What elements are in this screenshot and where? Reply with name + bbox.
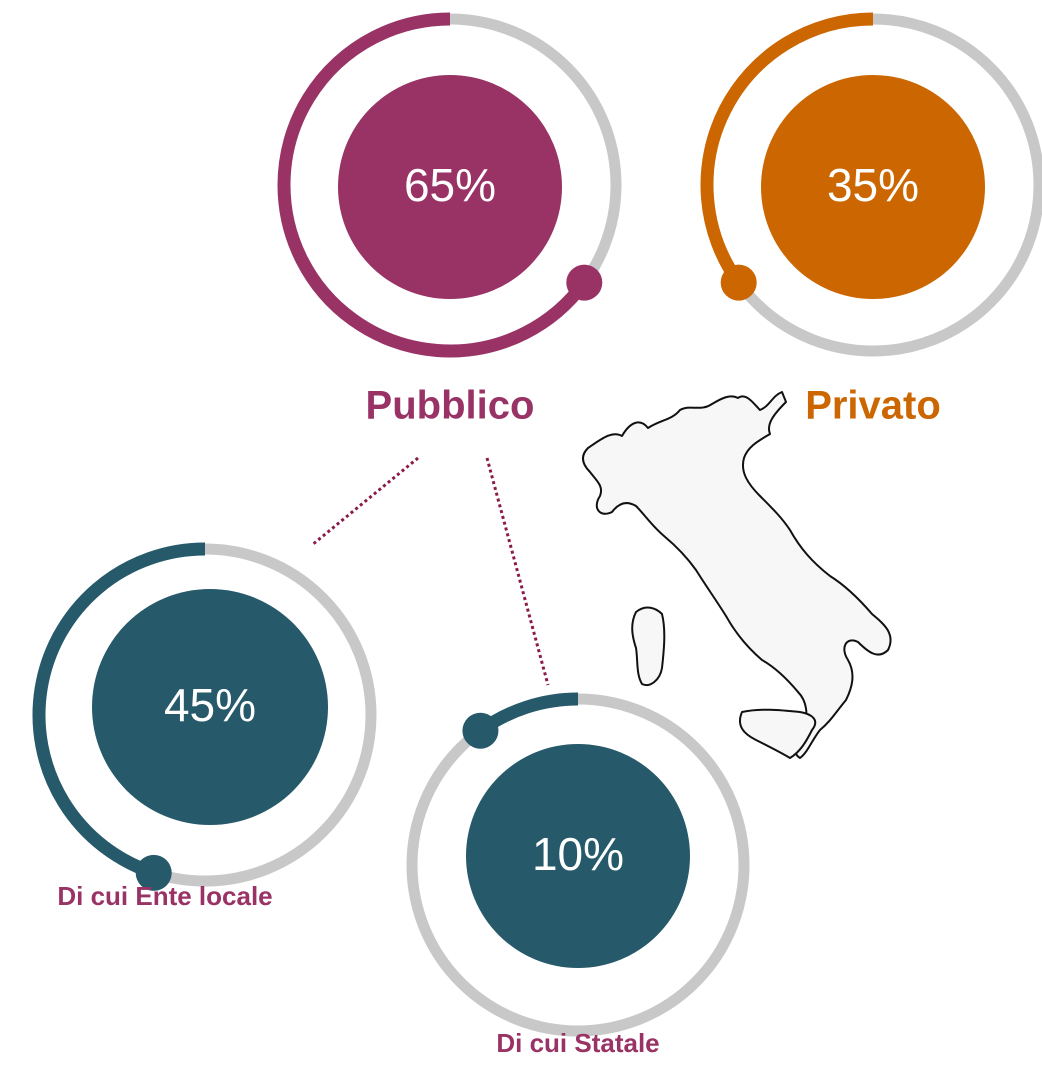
inner-disc [761, 75, 985, 299]
inner-disc [466, 744, 690, 968]
italy-map [582, 391, 892, 759]
ring-title: Di cui Ente locale [57, 881, 272, 911]
ring-title: Pubblico [366, 384, 535, 428]
value-label: 65% [404, 159, 496, 211]
ring-arc [277, 12, 590, 358]
ring-title: Di cui Statale [496, 1028, 659, 1058]
inner-disc [92, 589, 328, 825]
ring-title: Privato [805, 384, 941, 428]
ring-end-dot [566, 264, 603, 301]
ring-end-dot [135, 854, 172, 891]
value-label: 45% [164, 679, 256, 731]
value-label: 10% [532, 828, 624, 880]
ring-end-dot [720, 264, 757, 301]
connector [485, 457, 550, 686]
connector [311, 456, 419, 547]
ring-arc [700, 12, 874, 287]
inner-disc [338, 75, 562, 299]
ring-end-dot [462, 712, 499, 749]
ring-arc [32, 542, 206, 880]
value-label: 35% [827, 159, 919, 211]
